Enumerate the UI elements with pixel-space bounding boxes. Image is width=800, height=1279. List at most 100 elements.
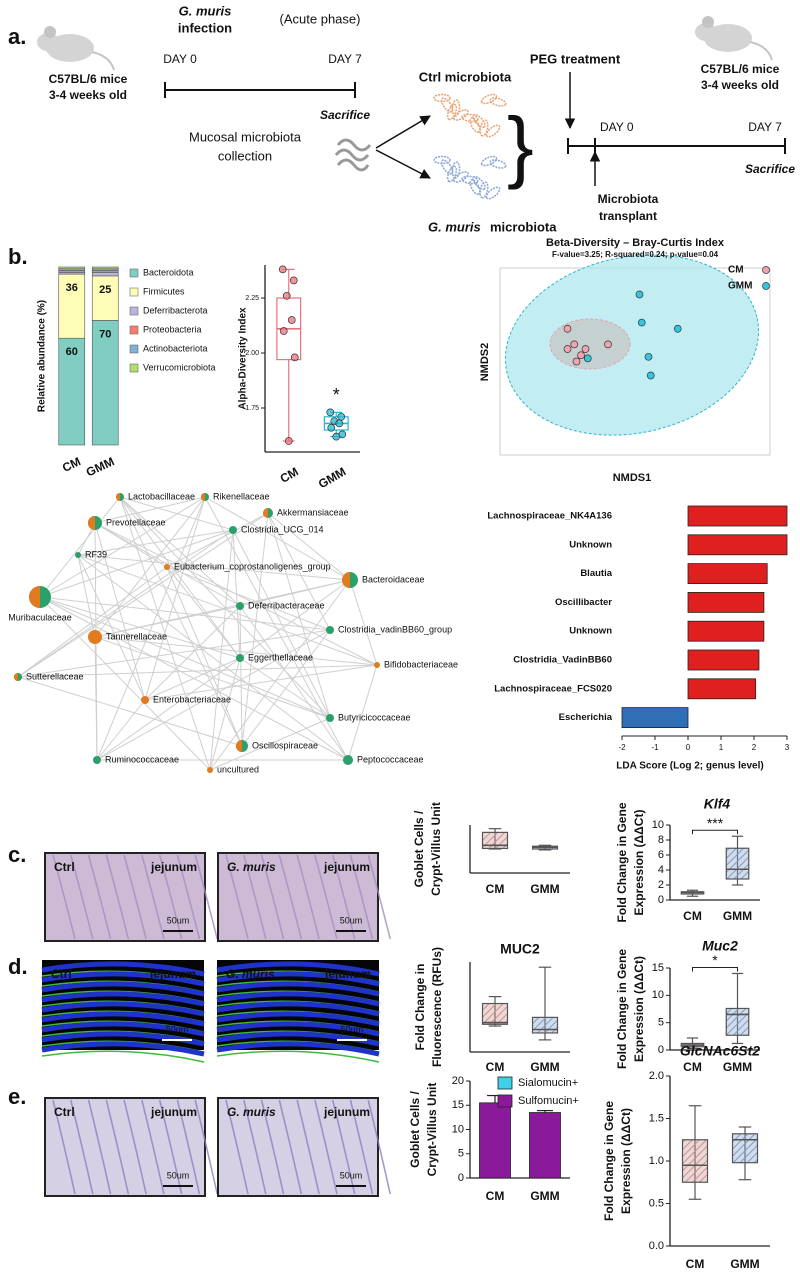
data-point	[570, 340, 579, 349]
tissue-texture	[243, 854, 267, 940]
scale-label: 50um	[166, 1024, 189, 1034]
x-tick-label: CM	[60, 454, 83, 475]
tissue-texture	[216, 1001, 380, 1017]
bar-segment	[91, 320, 119, 446]
edge	[17, 512, 269, 678]
x-axis-label: NMDS1	[613, 472, 652, 484]
scale-label: 50um	[167, 915, 190, 925]
chart-title: MUC2	[500, 941, 540, 957]
category-label: Clostridia_VadinBB60	[513, 655, 612, 666]
tissue-texture	[331, 1099, 356, 1195]
x-tick-label: 0	[686, 743, 691, 752]
legend-swatch	[497, 1076, 513, 1090]
legend-marker	[762, 266, 770, 274]
edge	[241, 512, 269, 747]
legend-label: GMM	[728, 281, 752, 292]
label: DAY 7	[748, 120, 782, 134]
bacterium-icon	[469, 178, 481, 196]
category-label: Unknown	[569, 626, 612, 637]
y-tick-label: 15	[652, 962, 664, 974]
data-point	[604, 340, 612, 349]
network-node	[236, 740, 242, 752]
scale-label: 50um	[340, 915, 363, 925]
edge	[119, 496, 243, 747]
edge	[267, 512, 351, 581]
edge	[39, 596, 331, 631]
network-node	[116, 493, 120, 501]
edge	[204, 496, 351, 581]
y-tick-label: 1.0	[649, 1155, 664, 1167]
y-tick-label: 10	[452, 1123, 464, 1135]
mouse-icon	[749, 41, 773, 61]
chart-subtitle: F-value=3.25; R-squared=0.24; p-value=0.…	[552, 250, 719, 259]
x-tick-label: GMM	[84, 454, 116, 479]
significance-label: *	[712, 952, 718, 968]
bacterium-icon	[489, 97, 507, 107]
bacterium-icon	[479, 119, 489, 137]
node-label: Clostridia_vadinBB60_group	[338, 624, 452, 634]
legend-label: Proteobacteria	[143, 324, 202, 334]
bacterium-icon	[469, 116, 481, 134]
bar-segment	[91, 275, 119, 321]
label: (Acute phase)	[280, 11, 361, 26]
data-point	[583, 354, 592, 363]
category-label: Lachnospiraceae_NK4A136	[487, 511, 612, 522]
edge	[39, 529, 234, 598]
y-axis-label: Crypt-Villus Unit	[429, 802, 443, 896]
tissue-texture	[105, 854, 130, 940]
node-label: Ruminococcaceae	[105, 754, 179, 764]
data-point	[289, 276, 298, 285]
image-label: Ctrl	[54, 860, 75, 874]
x-tick-label: CM	[686, 1257, 705, 1271]
network-node	[229, 526, 237, 534]
box	[725, 847, 750, 880]
image-label: jejunum	[324, 967, 371, 981]
y-axis-label: Crypt-Villus Unit	[425, 1083, 439, 1177]
node-label: Peptococcaceae	[357, 754, 424, 764]
mouse-icon	[44, 26, 56, 38]
edge	[94, 496, 206, 638]
edge	[94, 636, 98, 761]
data-point	[326, 408, 335, 417]
tissue-texture	[41, 1001, 205, 1017]
network-node	[88, 516, 95, 530]
edge	[96, 629, 331, 761]
tissue-texture	[41, 961, 205, 977]
edge	[77, 529, 234, 556]
tissue-texture	[194, 1099, 219, 1195]
data-point	[284, 437, 293, 445]
bar	[687, 620, 765, 642]
box	[481, 831, 509, 850]
edge	[239, 605, 349, 761]
tissue-texture	[349, 854, 374, 940]
tissue-texture	[41, 971, 205, 987]
y-tick-label: 2.00	[245, 350, 259, 357]
tissue-texture	[367, 1099, 392, 1195]
node-label: Deferribacteraceae	[248, 600, 325, 610]
edge	[77, 554, 96, 638]
tissue-texture	[225, 854, 249, 940]
edge	[267, 512, 331, 631]
y-tick-label: 4	[658, 864, 664, 876]
tissue-texture	[123, 854, 147, 940]
data-label: 25	[99, 284, 111, 296]
label: C57BL/6 mice	[49, 72, 128, 86]
bar-segment	[58, 266, 86, 270]
edge	[94, 605, 241, 638]
data-point	[332, 432, 341, 441]
confidence-ellipse	[504, 254, 760, 436]
y-tick-label: 1.75	[245, 405, 259, 412]
bar	[687, 563, 768, 584]
label: C57BL/6 mice	[701, 62, 780, 76]
significance-bracket	[692, 829, 738, 835]
y-axis-label: Expression (ΔΔCt)	[632, 810, 646, 916]
bacterium-icon	[446, 103, 458, 121]
tissue-texture	[87, 854, 112, 940]
edge	[144, 664, 378, 701]
node-label: Enterobacteriaceae	[153, 694, 231, 704]
edge	[17, 629, 331, 678]
arrow	[375, 115, 431, 149]
x-tick-label: -1	[651, 743, 659, 752]
category-label: Oscillibacter	[555, 597, 612, 608]
